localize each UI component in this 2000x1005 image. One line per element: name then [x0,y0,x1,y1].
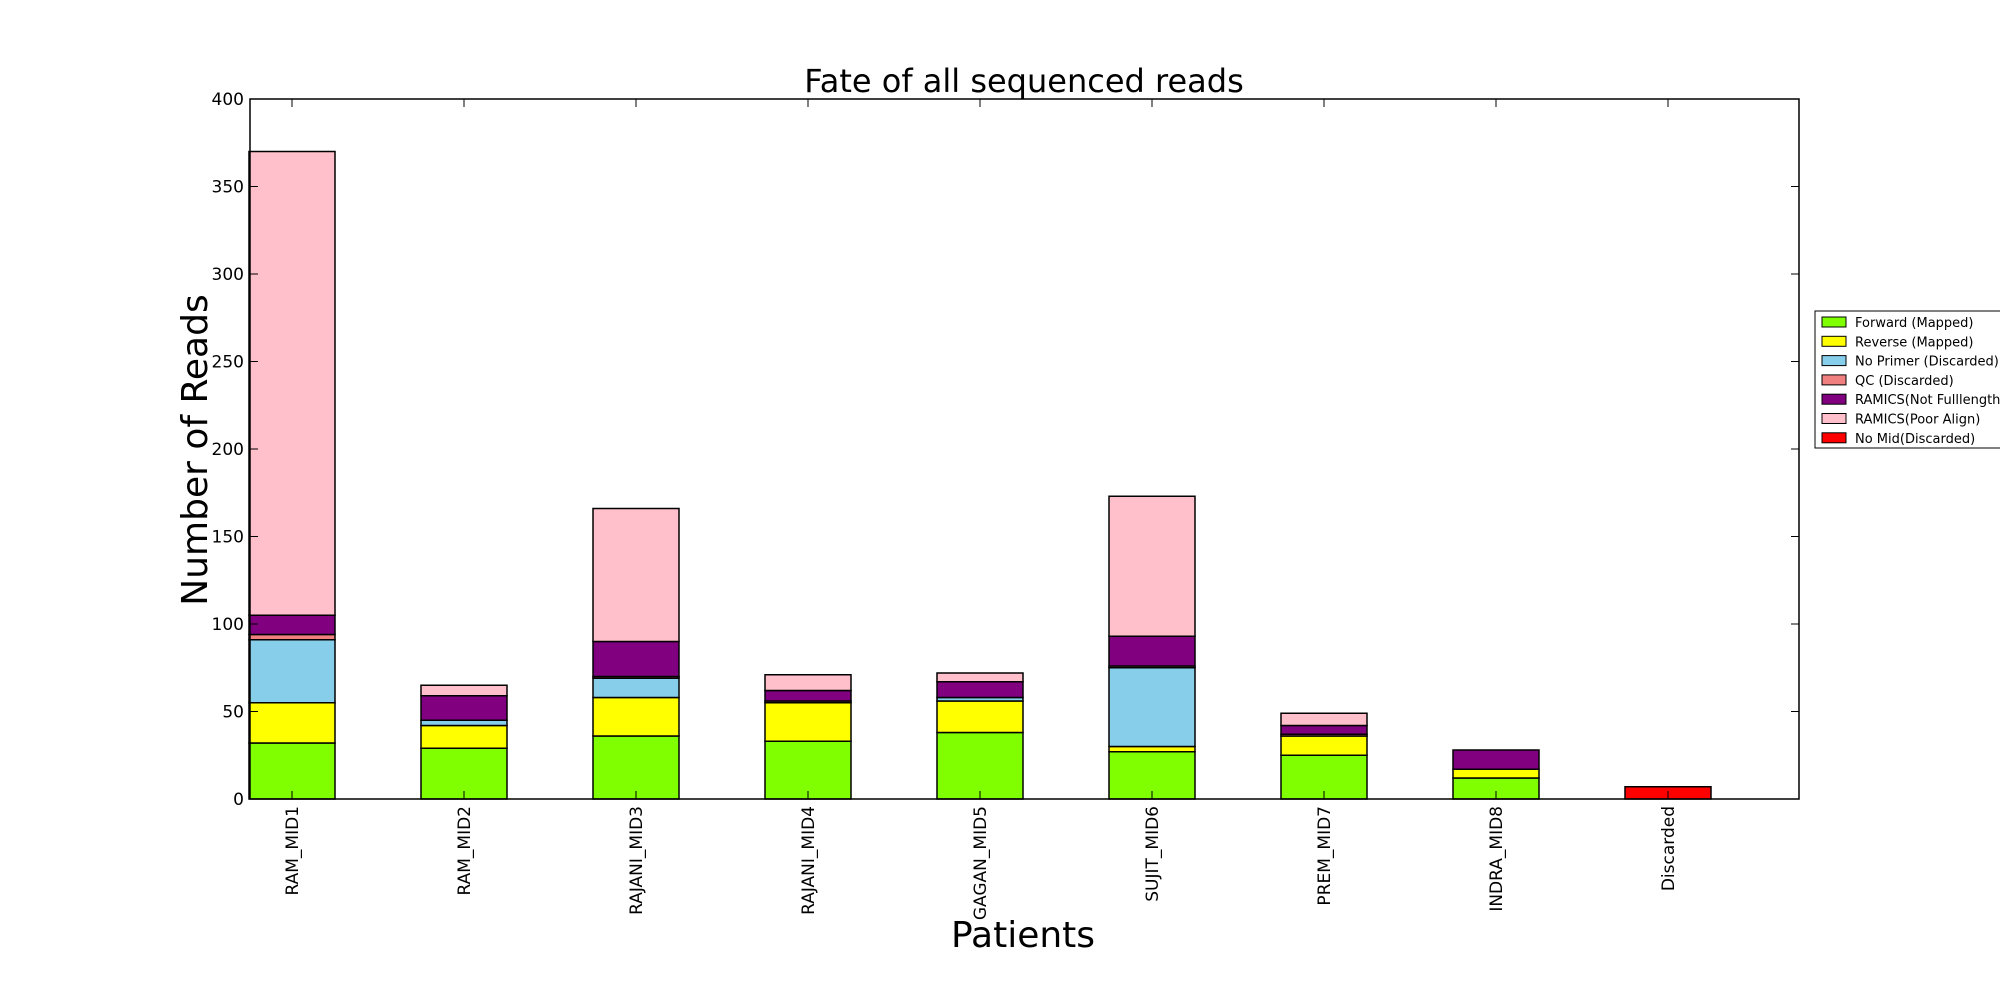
y-tick-label: 150 [212,528,244,548]
bar-segment [1109,496,1195,636]
bar-segment [421,696,507,721]
bar-segment [937,733,1023,800]
y-tick-label: 200 [212,440,244,460]
x-tick-label: RAM_MID1 [283,806,303,896]
x-tick-label: RAJANI_MID3 [627,806,647,915]
y-tick-label: 100 [212,615,244,635]
bar-segment [593,678,679,697]
y-axis-label: Number of Reads [175,294,216,605]
legend-swatch [1822,394,1846,404]
legend-swatch [1822,317,1846,327]
bar-segment [765,741,851,799]
bar-segment [421,685,507,696]
x-tick-label: RAM_MID2 [455,806,475,896]
bar-segment [249,703,335,743]
x-tick-label: RAJANI_MID4 [799,806,819,915]
bar-segment [1281,736,1367,755]
bar-segment [421,720,507,725]
y-tick-label: 300 [212,265,244,285]
legend-label: RAMICS(Poor Align) [1855,413,1980,428]
bar-segment [765,703,851,742]
y-tick-label: 50 [222,703,244,723]
x-axis-label: Patients [951,915,1095,956]
legend-swatch [1822,433,1846,443]
bar-segment [421,726,507,749]
legend-label: Forward (Mapped) [1855,316,1974,331]
legend: Forward (Mapped) Reverse (Mapped) No Prime… [1815,311,2000,448]
legend-label: No Mid(Discarded) [1855,432,1975,447]
bar-segment [1281,726,1367,735]
x-tick-label: PREM_MID7 [1315,806,1335,906]
x-tick-label: GAGAN_MID5 [971,806,991,920]
legend-label: RAMICS(Not Fulllength) [1855,393,2000,408]
legend-swatch [1822,375,1846,385]
bar-segment [1109,747,1195,752]
bar-segment [765,691,851,702]
legend-swatch [1822,414,1846,424]
y-tick-label: 350 [212,178,244,198]
bar-segment [593,736,679,799]
y-tick-label: 400 [212,90,244,110]
bar-segment [1453,750,1539,769]
bar-segment [249,152,335,616]
legend-swatch [1822,356,1846,366]
y-tick-label: 250 [212,353,244,373]
legend-swatch [1822,336,1846,346]
x-tick-label: Discarded [1659,806,1679,891]
bar-segment [1109,668,1195,747]
y-tick-label: 0 [233,790,244,810]
x-tick-label: SUJIT_MID6 [1143,806,1163,902]
bar-segment [765,675,851,691]
bar-segment [1453,769,1539,778]
legend-label: No Primer (Discarded) [1855,355,1999,370]
chart-title: Fate of all sequenced reads [804,62,1243,100]
bar-segment [249,615,335,634]
bar-segment [593,642,679,677]
legend-label: Reverse (Mapped) [1855,335,1973,350]
bar-segment [937,701,1023,733]
bar-segment [1281,713,1367,725]
x-tick-label: INDRA_MID8 [1487,806,1507,912]
bar-segment [1109,636,1195,666]
bar-segment [249,635,335,640]
bar-segment [593,698,679,737]
bar-segment [937,682,1023,698]
bar-segment [937,673,1023,682]
legend-label: QC (Discarded) [1855,374,1954,389]
bar-segment [593,509,679,642]
bar-segment [249,640,335,703]
bar-segment [249,743,335,799]
